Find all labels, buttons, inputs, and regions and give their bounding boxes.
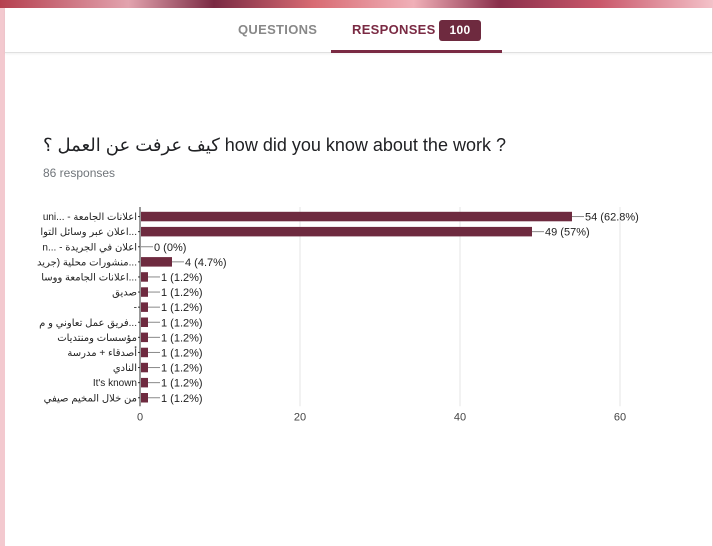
y-tick-label: uni... - اعلانات الجامعة	[43, 212, 137, 223]
data-label: 1 (1.2%)	[161, 332, 203, 344]
x-tick-label-60: 60	[614, 411, 626, 423]
bar	[141, 377, 148, 388]
tab-responses-label: RESPONSES	[352, 22, 436, 37]
data-label: 1 (1.2%)	[161, 347, 203, 359]
bar-chart: 0 20 40 60 uni... - اعلانات الجامعة 54 (62.8%…	[37, 207, 639, 423]
data-label: 1 (1.2%)	[161, 317, 203, 329]
data-label: 1 (1.2%)	[161, 287, 203, 299]
x-tick-label-20: 20	[294, 411, 306, 423]
y-tick-label: منشورات محلية (جريد...	[37, 257, 137, 268]
bar	[141, 347, 148, 358]
bar	[141, 272, 148, 282]
y-tick-label: صديق	[112, 288, 137, 299]
y-tick-label: النادي	[113, 363, 137, 374]
bar	[141, 287, 148, 297]
data-label: 0 (0%)	[154, 242, 186, 254]
response-count: 86 responses	[43, 166, 116, 180]
data-label: 1 (1.2%)	[161, 378, 203, 390]
x-tick-label-40: 40	[454, 411, 466, 423]
y-tick-label: اعلانات الجامعة ووسا...	[41, 272, 137, 283]
y-tick-label: أصدقاء + مدرسة	[67, 346, 137, 359]
bar	[141, 317, 148, 327]
x-tick-label-0: 0	[137, 411, 143, 423]
data-label: 49 (57%)	[545, 227, 590, 239]
data-label: 4 (4.7%)	[185, 257, 227, 269]
y-tick-label: من خلال المخيم صيفي	[44, 393, 137, 404]
y-tick-label: It's known	[93, 378, 137, 389]
active-tab-indicator	[331, 50, 502, 53]
responses-card: QUESTIONS RESPONSES 100 كيف عرفت عن العم…	[5, 8, 712, 546]
data-label: 54 (62.8%)	[585, 212, 639, 224]
bar	[141, 257, 172, 267]
data-label: 1 (1.2%)	[161, 393, 203, 405]
data-label: 1 (1.2%)	[161, 363, 203, 375]
y-tick-label: -	[134, 303, 137, 314]
bar	[141, 302, 148, 312]
data-label: 1 (1.2%)	[161, 272, 203, 284]
bar	[141, 362, 148, 373]
bar	[141, 393, 148, 403]
header-color-stripe	[0, 0, 713, 8]
tab-questions[interactable]: QUESTIONS	[238, 22, 318, 37]
data-label: 1 (1.2%)	[161, 302, 203, 314]
responses-count-badge: 100	[439, 20, 481, 41]
y-tick-label: مؤسسات ومنتديات	[57, 333, 137, 344]
bar	[141, 332, 148, 343]
tab-bar: QUESTIONS RESPONSES 100	[5, 8, 712, 53]
bar	[141, 226, 532, 237]
y-tick-label: n... - اعلان في الجريدة	[42, 242, 137, 253]
y-tick-label: فريق عمل تعاوني و م...	[39, 318, 137, 329]
bar	[141, 211, 572, 222]
y-tick-label: اعلان عبر وسائل التوا...	[40, 227, 137, 238]
tab-responses[interactable]: RESPONSES 100	[331, 8, 502, 53]
question-title: كيف عرفت عن العمل ؟ how did you know abo…	[43, 135, 506, 155]
